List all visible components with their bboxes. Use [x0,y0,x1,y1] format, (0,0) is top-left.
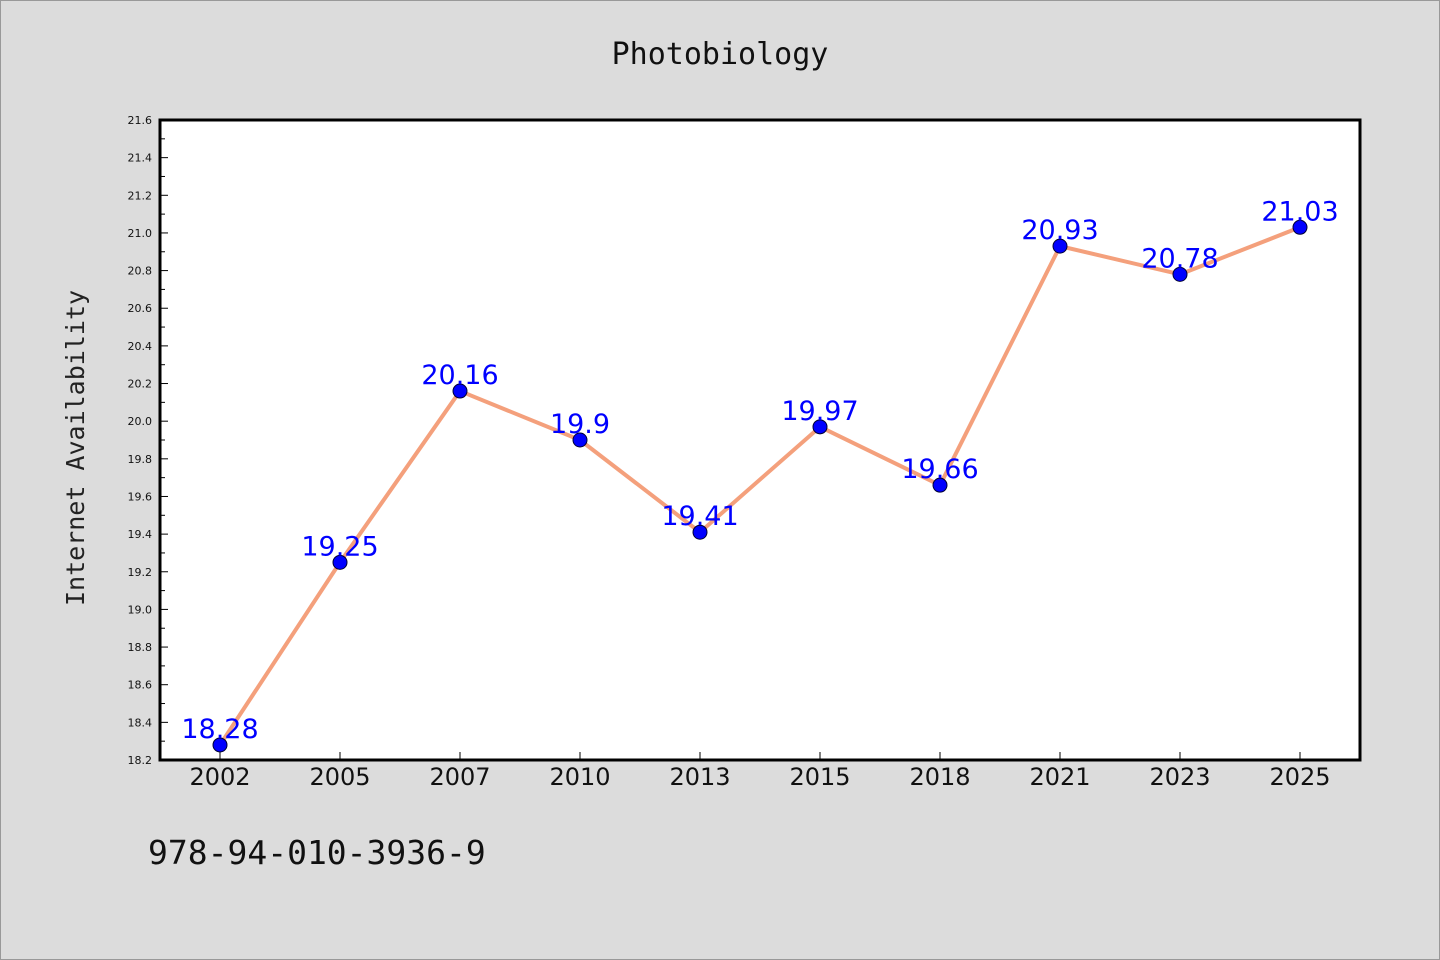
y-tick-label: 20.4 [128,340,153,353]
series-line [218,225,1301,747]
y-axis-label: Internet Availability [61,290,90,606]
series-group: 18.28 19.25 20.16 19.9 19.41 19.97 19.66 20.93 2… [181,196,1339,753]
chart-title: Photobiology [612,37,829,72]
y-tick-label: 19.8 [128,453,153,466]
data-label: 19.9 [550,409,610,440]
x-tick-label: 2023 [1149,763,1210,791]
data-label: 19.25 [301,531,378,562]
y-tick-label: 19.4 [128,528,153,541]
y-tick-label: 21.2 [128,189,153,202]
data-label: 19.66 [901,454,978,485]
plot-area [160,120,1360,760]
data-point-marker [212,737,228,753]
x-tick-label: 2015 [789,763,850,791]
plot-frame [158,118,1362,762]
data-point-marker [452,383,468,399]
y-tick-label: 21.6 [128,114,153,127]
data-label: 20.93 [1021,215,1098,246]
y-tick-label: 21.4 [128,152,153,165]
data-label: 21.03 [1261,196,1338,227]
y-tick-label: 20.8 [128,265,153,278]
y-tick-label: 20.6 [128,302,153,315]
data-point-marker [1172,266,1188,282]
data-point-marker [1292,219,1308,235]
data-point-marker [812,419,828,435]
data-point-marker [692,524,708,540]
x-tick-label: 2002 [189,763,250,791]
data-point-marker [932,477,948,493]
y-tick-label: 20.0 [128,415,153,428]
data-label: 20.78 [1141,243,1218,274]
x-tick-label: 2010 [549,763,610,791]
data-label: 19.41 [661,501,738,532]
x-axis-ticks: 2002 2005 2007 2010 2013 2015 2018 2021 2023 2025 [189,752,1331,791]
data-point-marker [332,554,348,570]
x-tick-label: 2018 [909,763,970,791]
footnote-isbn: 978-94-010-3936-9 [148,833,486,872]
y-tick-label: 18.6 [128,679,153,692]
y-tick-label: 19.2 [128,566,153,579]
x-tick-label: 2021 [1029,763,1090,791]
data-label: 18.28 [181,714,258,745]
y-tick-label: 19.0 [128,603,153,616]
x-tick-label: 2007 [429,763,490,791]
y-tick-label: 18.8 [128,641,153,654]
data-label: 19.97 [781,396,858,427]
x-tick-label: 2013 [669,763,730,791]
data-point-marker [572,432,588,448]
y-tick-label: 20.2 [128,378,153,391]
y-tick-label: 18.2 [128,754,153,767]
y-tick-label: 19.6 [128,490,153,503]
data-label: 20.16 [421,360,498,391]
data-point-marker [1052,238,1068,254]
x-tick-label: 2005 [309,763,370,791]
y-tick-label: 21.0 [128,227,153,240]
x-tick-label: 2025 [1269,763,1330,791]
y-tick-label: 18.4 [128,716,153,729]
